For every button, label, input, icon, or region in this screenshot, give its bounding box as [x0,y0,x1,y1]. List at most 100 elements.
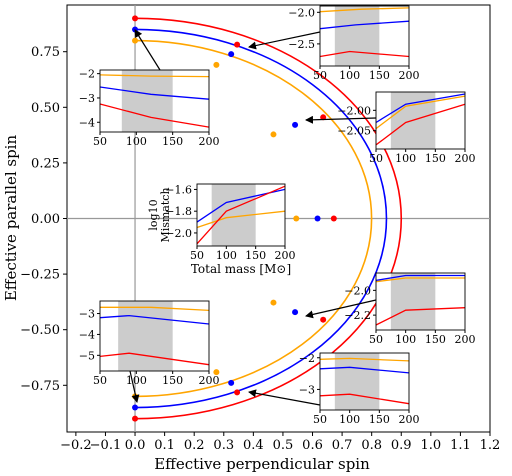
series-2-point-0 [132,37,139,44]
series-2-point-2 [270,131,277,138]
inset-curve-red [196,185,286,245]
inset-y-tick-label: −2 [79,68,95,81]
series-1-point-2 [292,121,299,128]
inset-x-tick-label: 200 [275,249,296,262]
inset-x-tick-label: 200 [199,374,220,387]
inset-6: 50 100 150 200 −2 −3 [299,352,420,426]
inset-frame [375,272,466,331]
inset-x-tick-label: 150 [425,333,446,346]
series-arc-1 [135,28,388,409]
inset-frame [375,91,466,150]
arrow-5 [248,389,321,406]
inset-x-tick-label: 50 [93,135,107,148]
inset-curve-orange [196,210,286,229]
series-arc-2 [135,39,373,398]
inset-x-tick-label: 200 [455,333,476,346]
inset-x-tick-label: 100 [126,135,147,148]
x-axis-label: Effective perpendicular spin [154,455,370,473]
x-tick-label: 0.0 [125,438,146,453]
series-0-point-2 [320,114,327,121]
inset-y-tick-label: −2.0 [288,6,315,19]
inset-y-tick-label: −2 [299,352,315,365]
inset-x-tick-label: 150 [162,374,183,387]
inset-x-tick-label: 150 [369,69,390,82]
inset-y-tick-label: −1.8 [165,205,192,218]
arrow-3 [305,299,377,319]
inset-curve-orange [99,74,210,78]
inset-shaded-region [121,70,173,132]
inset-y-tick-label: −4 [79,328,95,341]
series-1-point-1 [228,51,235,58]
inset-curve-orange [319,357,410,362]
inset-curve-red [319,50,410,58]
series-points [132,15,337,422]
arrow-1 [134,29,161,71]
inset-curve-blue [99,86,210,100]
inset-y-tick-label: −2.5 [288,38,315,51]
series-0-point-0 [132,15,139,22]
y-tick-label: −0.25 [20,268,60,283]
inset-x-tick-label: 150 [425,152,446,165]
series-2-point-5 [213,369,220,376]
x-tick-label: 0.8 [361,438,382,453]
inset-shaded-region [334,6,380,66]
inset-curve-blue [99,314,210,325]
inset-3: 50 100 150 200 −1.6 −1.8 −2.0 Total mass [M⊙] lo… [147,183,296,276]
inset-curve-orange [375,277,465,283]
inset-arrows [129,29,377,406]
inset-x-tick-label: 200 [399,69,420,82]
y-tick-label: 0.25 [31,156,60,171]
y-tick-label: 0.00 [31,212,60,227]
y-tick-label: 0.75 [31,45,60,60]
inset-curve-orange [375,95,466,130]
inset-x-tick-label: 150 [162,135,183,148]
inset-1: 50 100 150 200 −2 −3 −4 [79,68,220,148]
series-0-point-4 [320,316,327,323]
inset-x-tick-label: 50 [369,152,383,165]
x-tick-label: 0.5 [273,438,294,453]
inset-0: 50 100 150 200 −2.0 −2.5 [288,5,420,82]
series-0-point-3 [330,215,337,222]
y-tick-label: 0.50 [31,101,60,116]
x-tick-label: 0.3 [213,438,234,453]
inset-x-tick-label: 100 [126,374,147,387]
x-tick-label: −0.1 [90,438,122,453]
inset-y-tick-label: −4 [79,116,95,129]
inset-x-tick-label: 200 [199,135,220,148]
inset-curve-blue [375,274,465,282]
inset-curve-red [319,393,410,405]
inset-y-axis-label-line: Mismatch [159,187,172,242]
inset-y-tick-label: −2.05 [337,125,371,138]
x-tick-label: 0.7 [332,438,353,453]
y-axis-label: Effective parallel spin [2,135,20,302]
arrow-4 [129,370,140,403]
series-2-point-1 [213,61,220,68]
inset-x-axis-label: Total mass [M⊙] [191,262,291,276]
inset-frame [99,69,210,133]
inset-curve-blue [319,366,410,374]
x-tick-label: −0.2 [60,438,92,453]
series-1-point-0 [132,26,139,33]
inset-x-tick-label: 150 [369,413,390,426]
y-tick-label: −0.50 [20,323,60,338]
inset-x-tick-label: 50 [313,413,327,426]
series-0-point-6 [132,415,139,422]
inset-curve-red [99,103,210,128]
inset-curve-red [375,103,466,146]
inset-shaded-region [390,273,436,330]
inset-x-tick-label: 150 [245,249,266,262]
inset-frame [319,352,410,411]
inset-curve-red [99,352,210,366]
series-arc-0 [135,17,403,420]
x-tick-label: 0.6 [302,438,323,453]
series-arcs [135,17,403,420]
series-1-point-6 [132,404,139,411]
y-tick-label: −0.75 [20,379,60,394]
inset-frame [99,300,210,372]
inset-x-tick-label: 50 [369,333,383,346]
series-1-point-4 [292,309,299,316]
inset-y-tick-label: −1.6 [165,183,192,196]
inset-curve-blue [196,188,286,223]
series-2-point-4 [270,299,277,306]
inset-x-tick-label: 200 [399,413,420,426]
